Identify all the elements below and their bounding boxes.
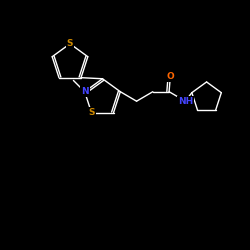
Text: O: O bbox=[166, 72, 174, 81]
Text: N: N bbox=[81, 87, 88, 96]
Text: S: S bbox=[67, 39, 73, 48]
Text: S: S bbox=[88, 108, 95, 117]
Text: NH: NH bbox=[178, 97, 193, 106]
